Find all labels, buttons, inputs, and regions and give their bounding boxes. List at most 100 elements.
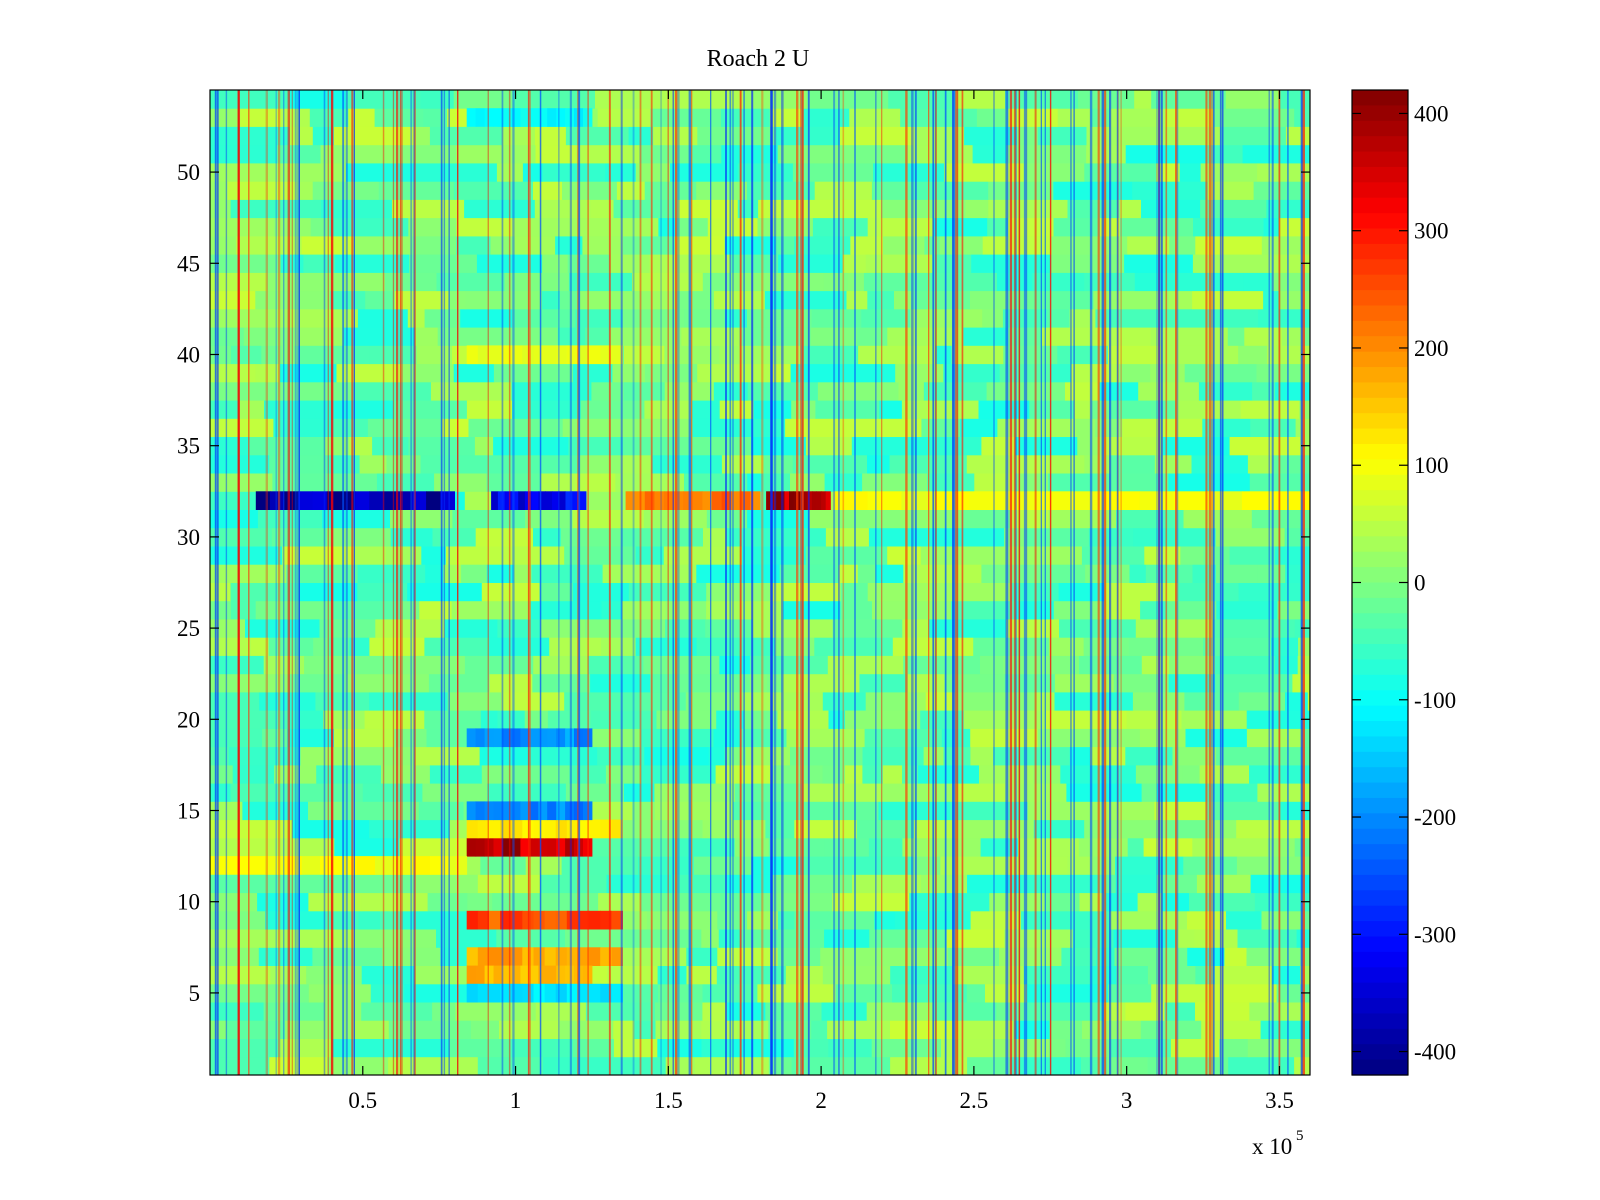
heatmap-cell — [751, 436, 807, 456]
heatmap-cell — [1281, 327, 1304, 346]
heatmap-streak — [761, 90, 764, 1075]
heatmap-cell — [334, 728, 395, 748]
heatmap-streak — [448, 90, 450, 1075]
heatmap-cell — [1194, 929, 1238, 948]
heatmap-cell — [851, 436, 931, 456]
heatmap-cell — [329, 217, 409, 237]
heatmap-cell — [452, 509, 526, 529]
heatmap-cell — [1302, 327, 1311, 346]
heatmap-cell — [1272, 965, 1301, 985]
heatmap-cell — [477, 1056, 544, 1076]
heatmap-streak — [796, 90, 799, 1075]
heatmap-cell — [684, 473, 748, 492]
heatmap-cell — [875, 619, 903, 638]
heatmap-cell — [764, 290, 848, 310]
colorbar-strip — [1352, 674, 1408, 691]
heatmap-cell — [455, 1002, 537, 1021]
heatmap-cell — [580, 400, 645, 419]
heatmap-cell — [1196, 874, 1252, 894]
heatmap-cell — [757, 217, 814, 237]
heatmap-cell-row-32-mid-negative-band — [504, 491, 512, 510]
heatmap-cell-row-13-positive-band — [565, 837, 575, 857]
heatmap-cell — [443, 564, 462, 583]
heatmap-cell — [301, 235, 355, 255]
heatmap-cell — [967, 1056, 1012, 1076]
heatmap-streak — [382, 90, 385, 1075]
heatmap-cell — [646, 910, 718, 930]
heatmap-cell-row-5-negative-band — [466, 983, 479, 1003]
heatmap-cell — [471, 1020, 500, 1039]
heatmap-cell — [238, 673, 290, 693]
heatmap-cell — [579, 290, 653, 310]
heatmap-cell — [1048, 1038, 1067, 1058]
heatmap-cell — [878, 801, 951, 821]
y-tick-label: 25 — [177, 616, 200, 641]
heatmap-cell-row-32-late-positive-band — [833, 491, 868, 510]
heatmap-cell — [210, 1056, 270, 1076]
heatmap-cell — [297, 345, 353, 365]
heatmap-cell — [354, 546, 387, 565]
heatmap-cell — [675, 290, 715, 310]
heatmap-cell-row-19-negative-band — [475, 728, 485, 748]
heatmap-cell — [321, 199, 393, 219]
heatmap-cell — [369, 819, 450, 839]
heatmap-cell — [1106, 1056, 1148, 1076]
heatmap-cell — [444, 619, 498, 638]
heatmap-cell — [623, 345, 665, 365]
heatmap-cell — [531, 564, 604, 583]
heatmap-cell — [1192, 290, 1264, 310]
heatmap-cell — [255, 363, 281, 383]
heatmap-cell — [274, 381, 354, 401]
heatmap-cell — [561, 856, 639, 875]
heatmap-cell-row-6-positive-band — [475, 965, 485, 985]
heatmap-cell — [954, 783, 1006, 802]
heatmap-streak — [237, 90, 240, 1075]
heatmap-cell — [210, 527, 273, 547]
heatmap-streak — [528, 90, 531, 1075]
heatmap-cell — [833, 509, 901, 529]
colorbar-strip — [1352, 459, 1408, 476]
heatmap-cell-row-13-positive-band — [466, 837, 477, 857]
heatmap-cell-row-5-negative-band — [477, 983, 490, 1003]
heatmap-cell-row-32-early-negative-band — [355, 491, 370, 510]
heatmap-cell — [778, 254, 844, 273]
heatmap-cell — [230, 345, 262, 365]
heatmap-cell-row-32-early-negative-band — [270, 491, 285, 510]
heatmap-cell — [622, 308, 685, 328]
heatmap-cell — [489, 637, 550, 656]
heatmap-streak — [294, 90, 297, 1075]
heatmap-cell — [1081, 1056, 1108, 1076]
heatmap-streak — [539, 90, 542, 1075]
heatmap-cell — [502, 199, 536, 219]
heatmap-cell — [487, 783, 567, 802]
heatmap-cell — [210, 746, 230, 766]
heatmap-cell — [747, 509, 810, 529]
heatmap-cell — [865, 691, 908, 711]
heatmap-cell — [1150, 400, 1177, 419]
heatmap-cell — [1110, 454, 1156, 474]
heatmap-cell — [946, 929, 1005, 948]
heatmap-cell-row-32-early-negative-band — [440, 491, 455, 510]
heatmap-cell-row-19-negative-band — [520, 728, 530, 748]
heatmap-cell-row-40-positive-band — [555, 345, 568, 365]
heatmap-cell-row-32-positive-band-b — [807, 491, 813, 510]
heatmap-cell-row-40-positive-band — [578, 345, 590, 365]
heatmap-cell — [486, 473, 541, 492]
heatmap-cell — [978, 400, 1030, 419]
heatmap-cell — [1048, 454, 1085, 474]
heatmap-cell — [840, 126, 914, 146]
colorbar-strip — [1352, 274, 1408, 291]
heatmap-cell — [1042, 564, 1086, 583]
heatmap-cell-row-40-positive-band — [511, 345, 523, 365]
heatmap-cell — [1147, 1056, 1229, 1076]
heatmap-cell — [849, 108, 901, 127]
heatmap-cell — [633, 418, 693, 437]
heatmap-cell — [1215, 655, 1276, 675]
heatmap-cell-row-15-negative-band — [556, 801, 566, 821]
heatmap-cell — [737, 163, 794, 182]
heatmap-cell — [230, 783, 300, 802]
heatmap-cell — [559, 290, 581, 310]
heatmap-cell — [210, 418, 274, 437]
heatmap-cell — [706, 509, 748, 529]
colorbar-strip — [1352, 859, 1408, 876]
